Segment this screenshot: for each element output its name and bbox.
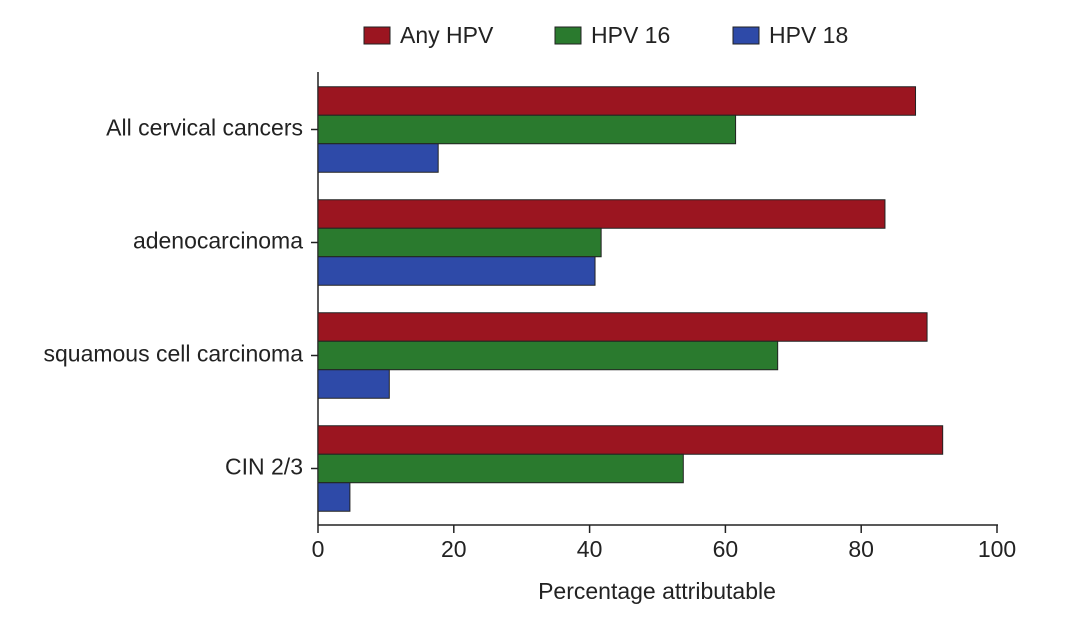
- y-tick-label: CIN 2/3: [225, 454, 303, 480]
- legend-swatch: [732, 26, 760, 45]
- bar: [317, 227, 602, 258]
- y-tick-label: All cervical cancers: [106, 115, 303, 141]
- x-tick-label: 100: [978, 536, 1016, 562]
- legend-swatch: [363, 26, 391, 45]
- bar: [317, 256, 596, 286]
- x-tick-label: 40: [577, 536, 603, 562]
- y-tick-label: adenocarcinoma: [133, 228, 303, 254]
- legend-swatch: [554, 26, 582, 45]
- bar: [317, 114, 737, 145]
- x-tick-label: 20: [441, 536, 467, 562]
- x-axis-label: Percentage attributable: [538, 578, 776, 604]
- bar: [317, 369, 390, 399]
- bar: [317, 199, 886, 229]
- x-tick-label: 60: [713, 536, 739, 562]
- y-tick-label: squamous cell carcinoma: [43, 341, 303, 367]
- x-tick-label: 80: [848, 536, 874, 562]
- legend-label: HPV 16: [591, 22, 670, 48]
- bar: [317, 143, 439, 173]
- bar: [317, 425, 944, 455]
- x-tick-label: 0: [312, 536, 325, 562]
- bar: [317, 312, 928, 342]
- legend-label: HPV 18: [769, 22, 848, 48]
- legend-label: Any HPV: [400, 22, 494, 48]
- bar: [317, 482, 351, 512]
- bar: [317, 340, 779, 371]
- bar: [317, 86, 917, 116]
- bar: [317, 453, 684, 484]
